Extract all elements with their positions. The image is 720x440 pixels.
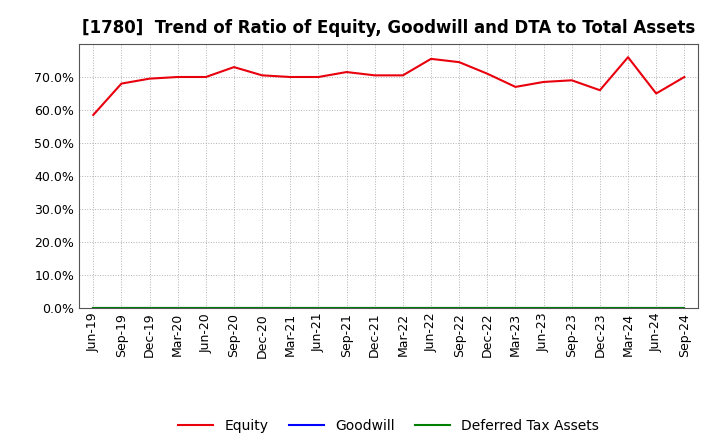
Goodwill <box>455 305 464 311</box>
Goodwill <box>624 305 632 311</box>
Deferred Tax Assets <box>680 305 688 311</box>
Equity <box>680 74 688 80</box>
Equity <box>595 88 604 93</box>
Deferred Tax Assets <box>399 305 408 311</box>
Goodwill <box>314 305 323 311</box>
Equity <box>258 73 266 78</box>
Equity <box>370 73 379 78</box>
Deferred Tax Assets <box>258 305 266 311</box>
Legend: Equity, Goodwill, Deferred Tax Assets: Equity, Goodwill, Deferred Tax Assets <box>173 413 605 438</box>
Equity <box>145 76 154 81</box>
Deferred Tax Assets <box>174 305 182 311</box>
Goodwill <box>286 305 294 311</box>
Equity <box>174 74 182 80</box>
Deferred Tax Assets <box>230 305 238 311</box>
Deferred Tax Assets <box>202 305 210 311</box>
Equity <box>652 91 660 96</box>
Deferred Tax Assets <box>511 305 520 311</box>
Goodwill <box>174 305 182 311</box>
Equity <box>539 79 548 84</box>
Goodwill <box>539 305 548 311</box>
Equity <box>202 74 210 80</box>
Deferred Tax Assets <box>624 305 632 311</box>
Equity <box>483 71 492 76</box>
Deferred Tax Assets <box>652 305 660 311</box>
Deferred Tax Assets <box>370 305 379 311</box>
Goodwill <box>567 305 576 311</box>
Equity <box>286 74 294 80</box>
Deferred Tax Assets <box>342 305 351 311</box>
Goodwill <box>427 305 436 311</box>
Goodwill <box>342 305 351 311</box>
Deferred Tax Assets <box>117 305 126 311</box>
Deferred Tax Assets <box>314 305 323 311</box>
Goodwill <box>89 305 98 311</box>
Deferred Tax Assets <box>145 305 154 311</box>
Equity <box>89 112 98 117</box>
Deferred Tax Assets <box>286 305 294 311</box>
Equity <box>230 64 238 70</box>
Goodwill <box>145 305 154 311</box>
Goodwill <box>370 305 379 311</box>
Goodwill <box>680 305 688 311</box>
Goodwill <box>652 305 660 311</box>
Goodwill <box>258 305 266 311</box>
Goodwill <box>511 305 520 311</box>
Deferred Tax Assets <box>455 305 464 311</box>
Deferred Tax Assets <box>567 305 576 311</box>
Goodwill <box>399 305 408 311</box>
Equity <box>342 70 351 75</box>
Equity <box>314 74 323 80</box>
Goodwill <box>483 305 492 311</box>
Deferred Tax Assets <box>89 305 98 311</box>
Goodwill <box>202 305 210 311</box>
Goodwill <box>595 305 604 311</box>
Line: Equity: Equity <box>94 57 684 115</box>
Deferred Tax Assets <box>427 305 436 311</box>
Equity <box>511 84 520 90</box>
Equity <box>455 59 464 65</box>
Equity <box>117 81 126 86</box>
Deferred Tax Assets <box>539 305 548 311</box>
Title: [1780]  Trend of Ratio of Equity, Goodwill and DTA to Total Assets: [1780] Trend of Ratio of Equity, Goodwil… <box>82 19 696 37</box>
Goodwill <box>230 305 238 311</box>
Equity <box>427 56 436 62</box>
Equity <box>624 55 632 60</box>
Goodwill <box>117 305 126 311</box>
Equity <box>399 73 408 78</box>
Deferred Tax Assets <box>595 305 604 311</box>
Deferred Tax Assets <box>483 305 492 311</box>
Equity <box>567 77 576 83</box>
